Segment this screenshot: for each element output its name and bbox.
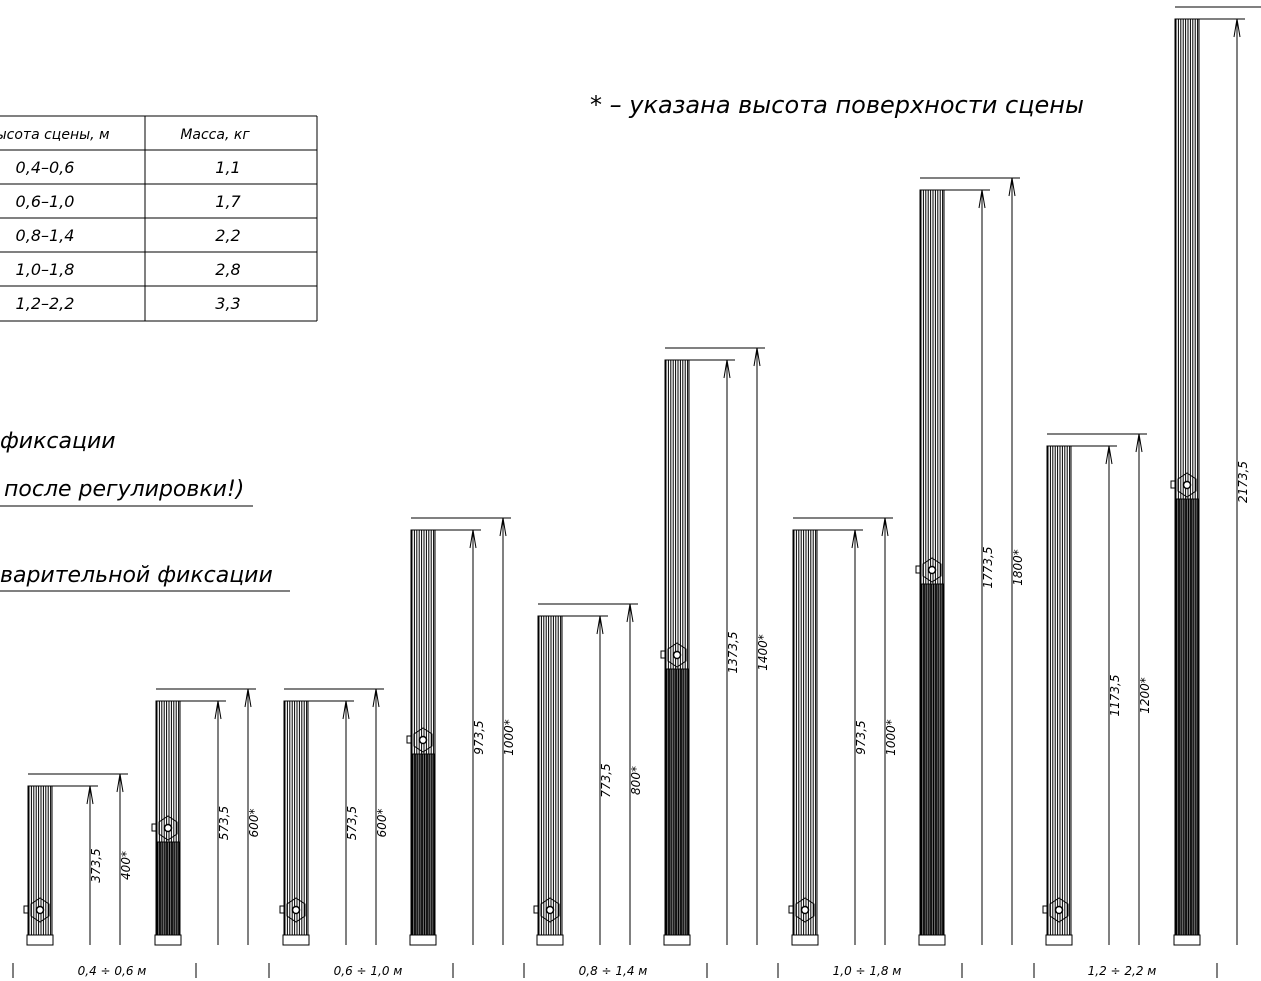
dim-label: 1373,5 bbox=[726, 632, 740, 674]
leg-foot bbox=[154, 934, 182, 946]
table-header: Масса, кг bbox=[180, 127, 250, 143]
table-cell: 3,3 bbox=[215, 294, 240, 313]
dim-label: 600* bbox=[375, 809, 389, 838]
table-cell: 1,0–1,8 bbox=[16, 260, 75, 279]
table-cell: 2,2 bbox=[215, 226, 240, 245]
knob bbox=[158, 815, 178, 841]
table-cell: 0,6–1,0 bbox=[16, 192, 75, 211]
clamp bbox=[406, 735, 412, 744]
dim-label: 1800* bbox=[1011, 549, 1025, 586]
arrow bbox=[1105, 433, 1143, 465]
dim-label: 573,5 bbox=[345, 806, 359, 840]
group-label: 0,6 ÷ 1,0 м bbox=[334, 964, 403, 978]
knob-center bbox=[672, 650, 682, 660]
table-cell: 0,4–0,6 bbox=[16, 158, 75, 177]
dim-label: 1000* bbox=[884, 719, 898, 756]
clamp bbox=[915, 565, 921, 574]
arrow bbox=[851, 517, 889, 549]
dim-label: 800* bbox=[629, 766, 643, 795]
knob-center bbox=[545, 905, 555, 915]
table-header: Высота сцены, м bbox=[0, 127, 110, 143]
leg-foot bbox=[918, 934, 946, 946]
table-cell: 1,1 bbox=[215, 158, 240, 177]
dim-label: 400* bbox=[119, 851, 133, 880]
leg-foot bbox=[536, 934, 564, 946]
knob-center bbox=[35, 905, 45, 915]
arrow bbox=[214, 688, 252, 720]
clamp bbox=[1042, 905, 1048, 914]
leg-foot bbox=[791, 934, 819, 946]
clamp bbox=[23, 905, 29, 914]
dim-label: 973,5 bbox=[854, 720, 868, 754]
group-label: 1,2 ÷ 2,2 м bbox=[1088, 964, 1157, 978]
knob bbox=[1049, 897, 1069, 923]
knob bbox=[667, 642, 687, 668]
dim-label: 1000* bbox=[502, 719, 516, 756]
knob-center bbox=[291, 905, 301, 915]
clamp bbox=[660, 650, 666, 659]
knob bbox=[30, 897, 50, 923]
clamp bbox=[533, 905, 539, 914]
knob bbox=[1177, 472, 1197, 498]
knob bbox=[540, 897, 560, 923]
dim-label: 573,5 bbox=[217, 806, 231, 840]
leg-foot bbox=[663, 934, 691, 946]
table-cell: 2,8 bbox=[215, 260, 240, 279]
dim-label: 773,5 bbox=[599, 763, 613, 797]
dim-label: 1400* bbox=[756, 634, 770, 671]
note: * – указана высота поверхности сцены bbox=[590, 91, 1084, 119]
label: фиксации bbox=[0, 429, 116, 454]
knob-center bbox=[927, 565, 937, 575]
group-label: 0,4 ÷ 0,6 м bbox=[78, 964, 147, 978]
knob-center bbox=[800, 905, 810, 915]
leg-foot bbox=[409, 934, 437, 946]
leg-foot bbox=[282, 934, 310, 946]
clamp bbox=[788, 905, 794, 914]
label: варительной фиксации bbox=[0, 563, 273, 588]
arrow bbox=[342, 688, 380, 720]
leg-foot bbox=[26, 934, 54, 946]
leg-foot bbox=[1173, 934, 1201, 946]
group-label: 0,8 ÷ 1,4 м bbox=[579, 964, 648, 978]
knob bbox=[795, 897, 815, 923]
knob-center bbox=[1054, 905, 1064, 915]
arrow bbox=[469, 517, 507, 549]
arrow bbox=[1233, 18, 1241, 38]
dim-label: 1173,5 bbox=[1108, 675, 1122, 717]
dim-label: 600* bbox=[247, 809, 261, 838]
group-label: 1,0 ÷ 1,8 м bbox=[833, 964, 902, 978]
arrow bbox=[723, 347, 761, 379]
clamp bbox=[1170, 480, 1176, 489]
knob bbox=[922, 557, 942, 583]
knob-center bbox=[1182, 480, 1192, 490]
label: после регулировки!) bbox=[4, 477, 244, 502]
arrow bbox=[596, 603, 634, 635]
knob-center bbox=[418, 735, 428, 745]
leg-foot bbox=[1045, 934, 1073, 946]
table-cell: 1,2–2,2 bbox=[16, 294, 75, 313]
table-cell: 0,8–1,4 bbox=[16, 226, 75, 245]
arrow bbox=[978, 177, 1016, 209]
knob bbox=[413, 727, 433, 753]
clamp bbox=[151, 823, 157, 832]
knob bbox=[286, 897, 306, 923]
table-cell: 1,7 bbox=[215, 192, 241, 211]
arrow bbox=[86, 773, 124, 805]
knob-center bbox=[163, 823, 173, 833]
dim-label: 1200* bbox=[1138, 677, 1152, 714]
dim-label: 1773,5 bbox=[981, 547, 995, 589]
clamp bbox=[279, 905, 285, 914]
dim-label: 2173,5 bbox=[1236, 461, 1250, 503]
dim-label: 973,5 bbox=[472, 720, 486, 754]
dim-label: 373,5 bbox=[89, 848, 103, 882]
